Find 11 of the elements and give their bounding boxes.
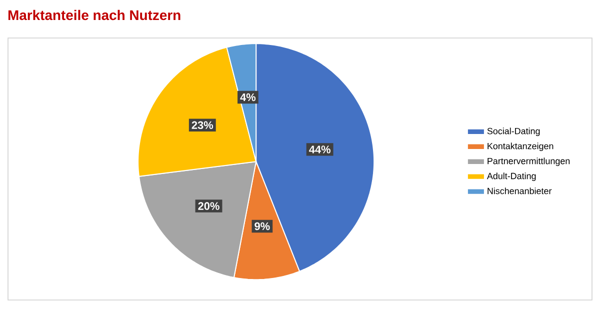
chart-title: Marktanteile nach Nutzern — [8, 10, 180, 20]
legend-label: Social-Dating — [487, 128, 540, 136]
legend-label: Partnervermittlungen — [488, 158, 570, 166]
data-label: 44% — [309, 146, 330, 154]
legend-label: Kontaktanzeigen — [488, 142, 554, 152]
data-label: 20% — [198, 202, 220, 210]
data-label: 23% — [192, 121, 214, 130]
data-label: 4% — [240, 93, 256, 102]
legend-label: Nischenanbieter — [488, 188, 552, 194]
data-label: 9% — [254, 222, 270, 230]
legend-label: Adult-Dating — [486, 172, 536, 181]
